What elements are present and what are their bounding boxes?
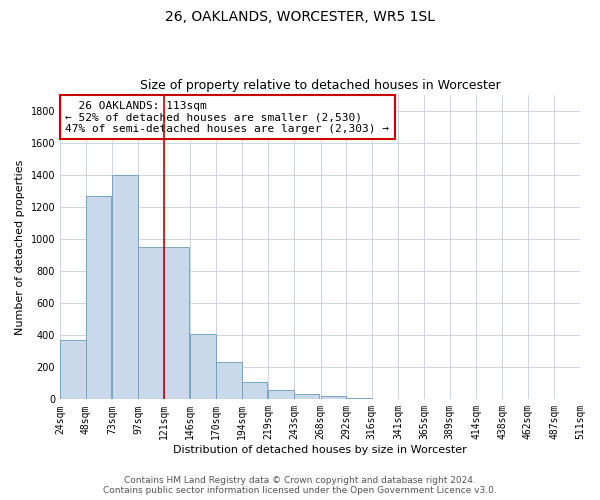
Title: Size of property relative to detached houses in Worcester: Size of property relative to detached ho… xyxy=(140,79,500,92)
Bar xyxy=(268,390,294,400)
Bar xyxy=(138,247,164,400)
Bar xyxy=(112,175,138,400)
Bar xyxy=(372,398,397,400)
Bar xyxy=(294,394,319,400)
Bar xyxy=(190,334,216,400)
Text: Contains HM Land Registry data © Crown copyright and database right 2024.
Contai: Contains HM Land Registry data © Crown c… xyxy=(103,476,497,495)
Bar xyxy=(320,396,346,400)
Bar xyxy=(346,398,372,400)
Text: 26, OAKLANDS, WORCESTER, WR5 1SL: 26, OAKLANDS, WORCESTER, WR5 1SL xyxy=(165,10,435,24)
Y-axis label: Number of detached properties: Number of detached properties xyxy=(15,160,25,334)
Bar xyxy=(164,247,189,400)
Bar xyxy=(216,362,242,400)
Bar xyxy=(242,382,267,400)
Text: 26 OAKLANDS: 113sqm
← 52% of detached houses are smaller (2,530)
47% of semi-det: 26 OAKLANDS: 113sqm ← 52% of detached ho… xyxy=(65,100,389,134)
Bar xyxy=(86,196,111,400)
Bar xyxy=(60,340,86,400)
X-axis label: Distribution of detached houses by size in Worcester: Distribution of detached houses by size … xyxy=(173,445,467,455)
